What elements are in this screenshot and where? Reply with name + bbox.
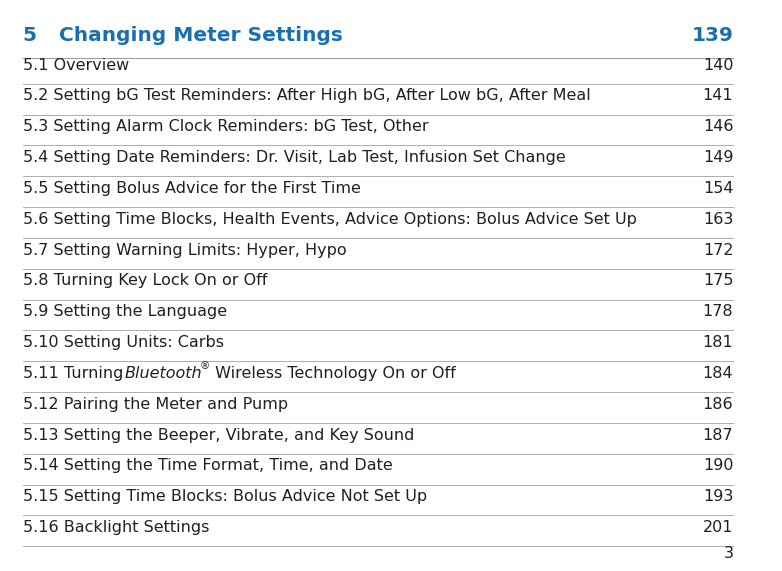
Text: 201: 201	[703, 520, 734, 535]
Text: 154: 154	[703, 181, 734, 196]
Text: 5.14 Setting the Time Format, Time, and Date: 5.14 Setting the Time Format, Time, and …	[23, 459, 393, 473]
Text: Bluetooth: Bluetooth	[124, 366, 203, 381]
Text: 5.9 Setting the Language: 5.9 Setting the Language	[23, 304, 227, 319]
Text: 140: 140	[703, 58, 734, 73]
Text: 5.13 Setting the Beeper, Vibrate, and Key Sound: 5.13 Setting the Beeper, Vibrate, and Ke…	[23, 428, 414, 443]
Text: 146: 146	[703, 119, 734, 134]
Text: 5.4 Setting Date Reminders: Dr. Visit, Lab Test, Infusion Set Change: 5.4 Setting Date Reminders: Dr. Visit, L…	[23, 150, 565, 165]
Text: 172: 172	[703, 243, 734, 258]
Text: 5.1 Overview: 5.1 Overview	[23, 58, 129, 73]
Text: 5.10 Setting Units: Carbs: 5.10 Setting Units: Carbs	[23, 335, 224, 350]
Text: 5: 5	[23, 26, 37, 45]
Text: 190: 190	[703, 459, 734, 473]
Text: 5.6 Setting Time Blocks, Health Events, Advice Options: Bolus Advice Set Up: 5.6 Setting Time Blocks, Health Events, …	[23, 212, 637, 227]
Text: 5.5 Setting Bolus Advice for the First Time: 5.5 Setting Bolus Advice for the First T…	[23, 181, 361, 196]
Text: 5.11 Turning: 5.11 Turning	[23, 366, 128, 381]
Text: 187: 187	[703, 428, 734, 443]
Text: 5.2 Setting bG Test Reminders: After High bG, After Low bG, After Meal: 5.2 Setting bG Test Reminders: After Hig…	[23, 89, 590, 103]
Text: 175: 175	[703, 274, 734, 288]
Text: 5.15 Setting Time Blocks: Bolus Advice Not Set Up: 5.15 Setting Time Blocks: Bolus Advice N…	[23, 489, 427, 504]
Text: 149: 149	[703, 150, 734, 165]
Text: 141: 141	[703, 89, 734, 103]
Text: Wireless Technology On or Off: Wireless Technology On or Off	[210, 366, 455, 381]
Text: 193: 193	[703, 489, 734, 504]
Text: 163: 163	[703, 212, 734, 227]
Text: 5.3 Setting Alarm Clock Reminders: bG Test, Other: 5.3 Setting Alarm Clock Reminders: bG Te…	[23, 119, 429, 134]
Text: 5.7 Setting Warning Limits: Hyper, Hypo: 5.7 Setting Warning Limits: Hyper, Hypo	[23, 243, 346, 258]
Text: 3: 3	[723, 546, 734, 561]
Text: 5.8 Turning Key Lock On or Off: 5.8 Turning Key Lock On or Off	[23, 274, 267, 288]
Text: 5.16 Backlight Settings: 5.16 Backlight Settings	[23, 520, 209, 535]
Text: 184: 184	[703, 366, 734, 381]
Text: ®: ®	[199, 361, 210, 372]
Text: 5.12 Pairing the Meter and Pump: 5.12 Pairing the Meter and Pump	[23, 397, 288, 412]
Text: 178: 178	[703, 304, 734, 319]
Text: 139: 139	[691, 26, 734, 45]
Text: 186: 186	[703, 397, 734, 412]
Text: 181: 181	[702, 335, 734, 350]
Text: Changing Meter Settings: Changing Meter Settings	[59, 26, 343, 45]
